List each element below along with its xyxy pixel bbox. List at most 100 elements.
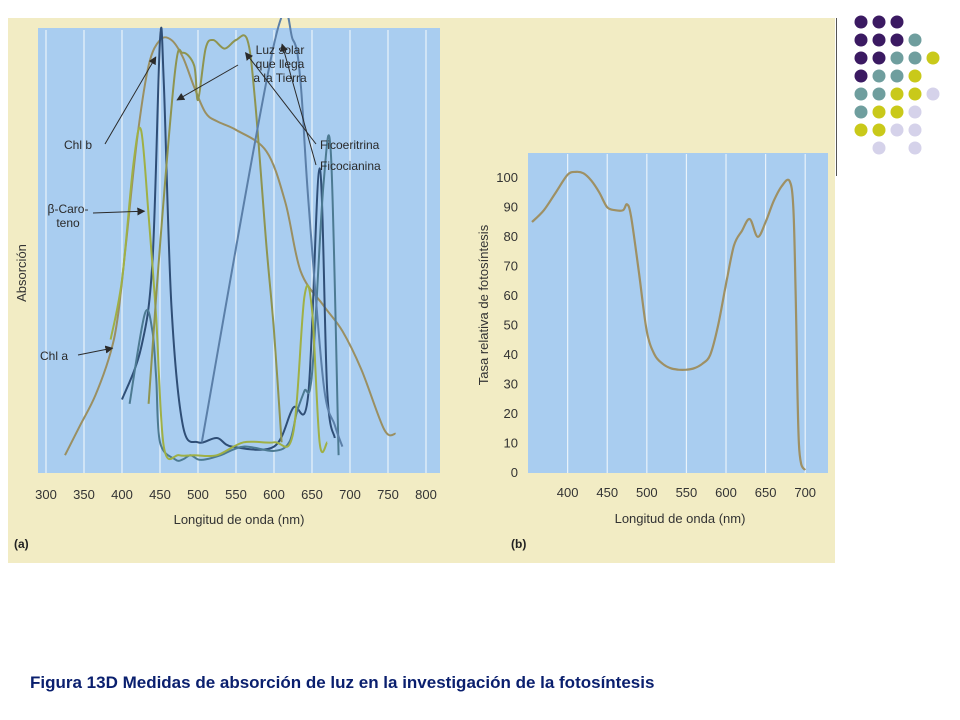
decorative-dot-grid <box>854 15 940 155</box>
chart-a-annotation-label: Chl a <box>40 349 68 363</box>
chart-b-plot-area <box>528 153 828 473</box>
decorative-dot <box>890 105 904 119</box>
decorative-dot <box>872 51 886 65</box>
chart-a-series <box>64 10 396 462</box>
figure-caption: Figura 13D Medidas de absorción de luz e… <box>30 673 655 692</box>
decorative-dot <box>872 69 886 83</box>
decorative-dot <box>908 69 922 83</box>
chart-b-y-tick-label: 90 <box>504 199 518 214</box>
chart-b-x-tick-label: 500 <box>636 485 658 500</box>
chart-a-series-luz-solar-que-llega-a-la-tierra <box>64 36 396 456</box>
chart-b-y-tick-label: 50 <box>504 317 518 332</box>
chart-a-y-label: Absorción <box>14 244 29 302</box>
decorative-dot <box>908 87 922 101</box>
chart-a-annotation-ficoeritrina: Ficoeritrina <box>244 52 380 152</box>
decorative-dot <box>872 141 886 155</box>
chart-a-x-tick-label: 800 <box>415 487 437 502</box>
chart-a-x-tick-label: 750 <box>377 487 399 502</box>
chart-a-x-ticks: 300 350 400 450 500 550 600 650 700 750 800 <box>35 487 437 502</box>
decorative-dot <box>908 105 922 119</box>
chart-a-annotation-label: Luz solar que llega a la Tierra <box>253 43 307 85</box>
chart-a-annotation-arrow <box>77 345 114 356</box>
decorative-dot <box>854 33 868 47</box>
decorative-dot <box>854 69 868 83</box>
decorative-dot <box>890 123 904 137</box>
decorative-dot <box>854 51 868 65</box>
chart-a-series-ficocianina <box>200 10 344 447</box>
chart-a-series-chl-a <box>128 134 340 462</box>
chart-b-y-tick-label: 0 <box>511 465 518 480</box>
chart-a-annotation-arrow <box>104 56 157 145</box>
chart-b-x-tick-label: 450 <box>596 485 618 500</box>
chart-b-series-photosynthesis-rate <box>531 170 807 471</box>
chart-a-annotations: Luz solar que llega a la Tierra Chl b β-Caro… <box>40 43 381 363</box>
decorative-dot <box>890 87 904 101</box>
decorative-dot <box>908 141 922 155</box>
chart-b-x-tick-label: 700 <box>794 485 816 500</box>
figure-svg: 300 350 400 450 500 550 600 650 700 750 800 Luz so… <box>14 10 828 551</box>
chart-b-x-ticks: 400 450 500 550 600 650 700 <box>557 485 816 500</box>
decorative-dot <box>854 123 868 137</box>
figure-panel: 300 350 400 450 500 550 600 650 700 750 800 Luz so… <box>8 10 835 563</box>
chart-a-x-tick-label: 500 <box>187 487 209 502</box>
chart-a-annotation-arrow <box>92 207 146 216</box>
chart-a-annotation-luz-solar-que-llega-a-la-tierra: Luz solar que llega a la Tierra <box>176 43 307 101</box>
chart-a-series-ficoeritrina <box>147 34 283 443</box>
chart-a-annotation-caroteno: β-Caro-teno <box>48 202 146 230</box>
decorative-dot <box>854 105 868 119</box>
chart-b-y-tick-label: 30 <box>504 376 518 391</box>
decorative-dot <box>872 33 886 47</box>
chart-b-y-ticks: 0 10 20 30 40 50 60 70 80 90 100 <box>496 170 518 480</box>
chart-b-y-tick-label: 40 <box>504 347 518 362</box>
chart-a-x-tick-label: 550 <box>225 487 247 502</box>
chart-b-y-tick-label: 10 <box>504 435 518 450</box>
decorative-dot <box>926 87 940 101</box>
chart-a-x-label: Longitud de onda (nm) <box>174 512 305 527</box>
decorative-dot <box>872 123 886 137</box>
chart-a-annotation-chl-a: Chl a <box>40 345 114 363</box>
decorative-dot <box>908 51 922 65</box>
chart-a-annotation-label: Ficoeritrina <box>320 138 380 152</box>
chart-a-plot-area <box>38 28 440 473</box>
chart-b-y-label: Tasa relativa de fotosíntesis <box>476 224 491 385</box>
chart-a-x-tick-label: 350 <box>73 487 95 502</box>
chart-a-annotation-label: Ficocianina <box>320 159 381 173</box>
chart-b-x-tick-label: 400 <box>557 485 579 500</box>
chart-a-x-tick-label: 700 <box>339 487 361 502</box>
chart-a-annotation-label: Chl b <box>64 138 92 152</box>
decorative-dot <box>854 87 868 101</box>
chart-b-y-tick-label: 20 <box>504 406 518 421</box>
chart-a-annotation-chl-b: Chl b <box>64 56 157 152</box>
chart-a-series-chl-b <box>121 26 336 451</box>
chart-b-panel-label: (b) <box>511 537 526 551</box>
chart-a-annotation-arrow <box>244 52 317 145</box>
chart-a-annotation-arrow <box>176 64 239 101</box>
chart-b-x-tick-label: 550 <box>676 485 698 500</box>
decorative-dot <box>908 33 922 47</box>
chart-b-y-tick-label: 80 <box>504 229 518 244</box>
decorative-dot <box>872 105 886 119</box>
chart-b: 400 450 500 550 600 650 700 0 10 20 30 40 50 60 70 80 9… <box>476 153 828 551</box>
decorative-dot <box>890 33 904 47</box>
chart-b-x-tick-label: 600 <box>715 485 737 500</box>
chart-a-annotation-arrow <box>280 43 317 166</box>
decorative-dot <box>908 123 922 137</box>
chart-a-x-tick-label: 400 <box>111 487 133 502</box>
chart-b-y-tick-label: 70 <box>504 258 518 273</box>
chart-a-x-tick-label: 600 <box>263 487 285 502</box>
chart-a-x-tick-label: 650 <box>301 487 323 502</box>
chart-a-annotation-label: β-Caro-teno <box>48 202 89 230</box>
chart-b-series <box>531 170 807 471</box>
chart-a-x-tick-label: 450 <box>149 487 171 502</box>
chart-a-x-tick-label: 300 <box>35 487 57 502</box>
decorative-dot <box>872 87 886 101</box>
chart-b-y-tick-label: 60 <box>504 288 518 303</box>
decorative-dot <box>854 15 868 29</box>
chart-a-annotation-ficocianina: Ficocianina <box>280 43 381 173</box>
decorative-dot <box>890 51 904 65</box>
chart-b-y-tick-label: 100 <box>496 170 518 185</box>
chart-b-x-tick-label: 650 <box>755 485 777 500</box>
divider-line <box>836 18 837 176</box>
chart-a: 300 350 400 450 500 550 600 650 700 750 800 Luz so… <box>14 10 440 551</box>
decorative-dot <box>926 51 940 65</box>
